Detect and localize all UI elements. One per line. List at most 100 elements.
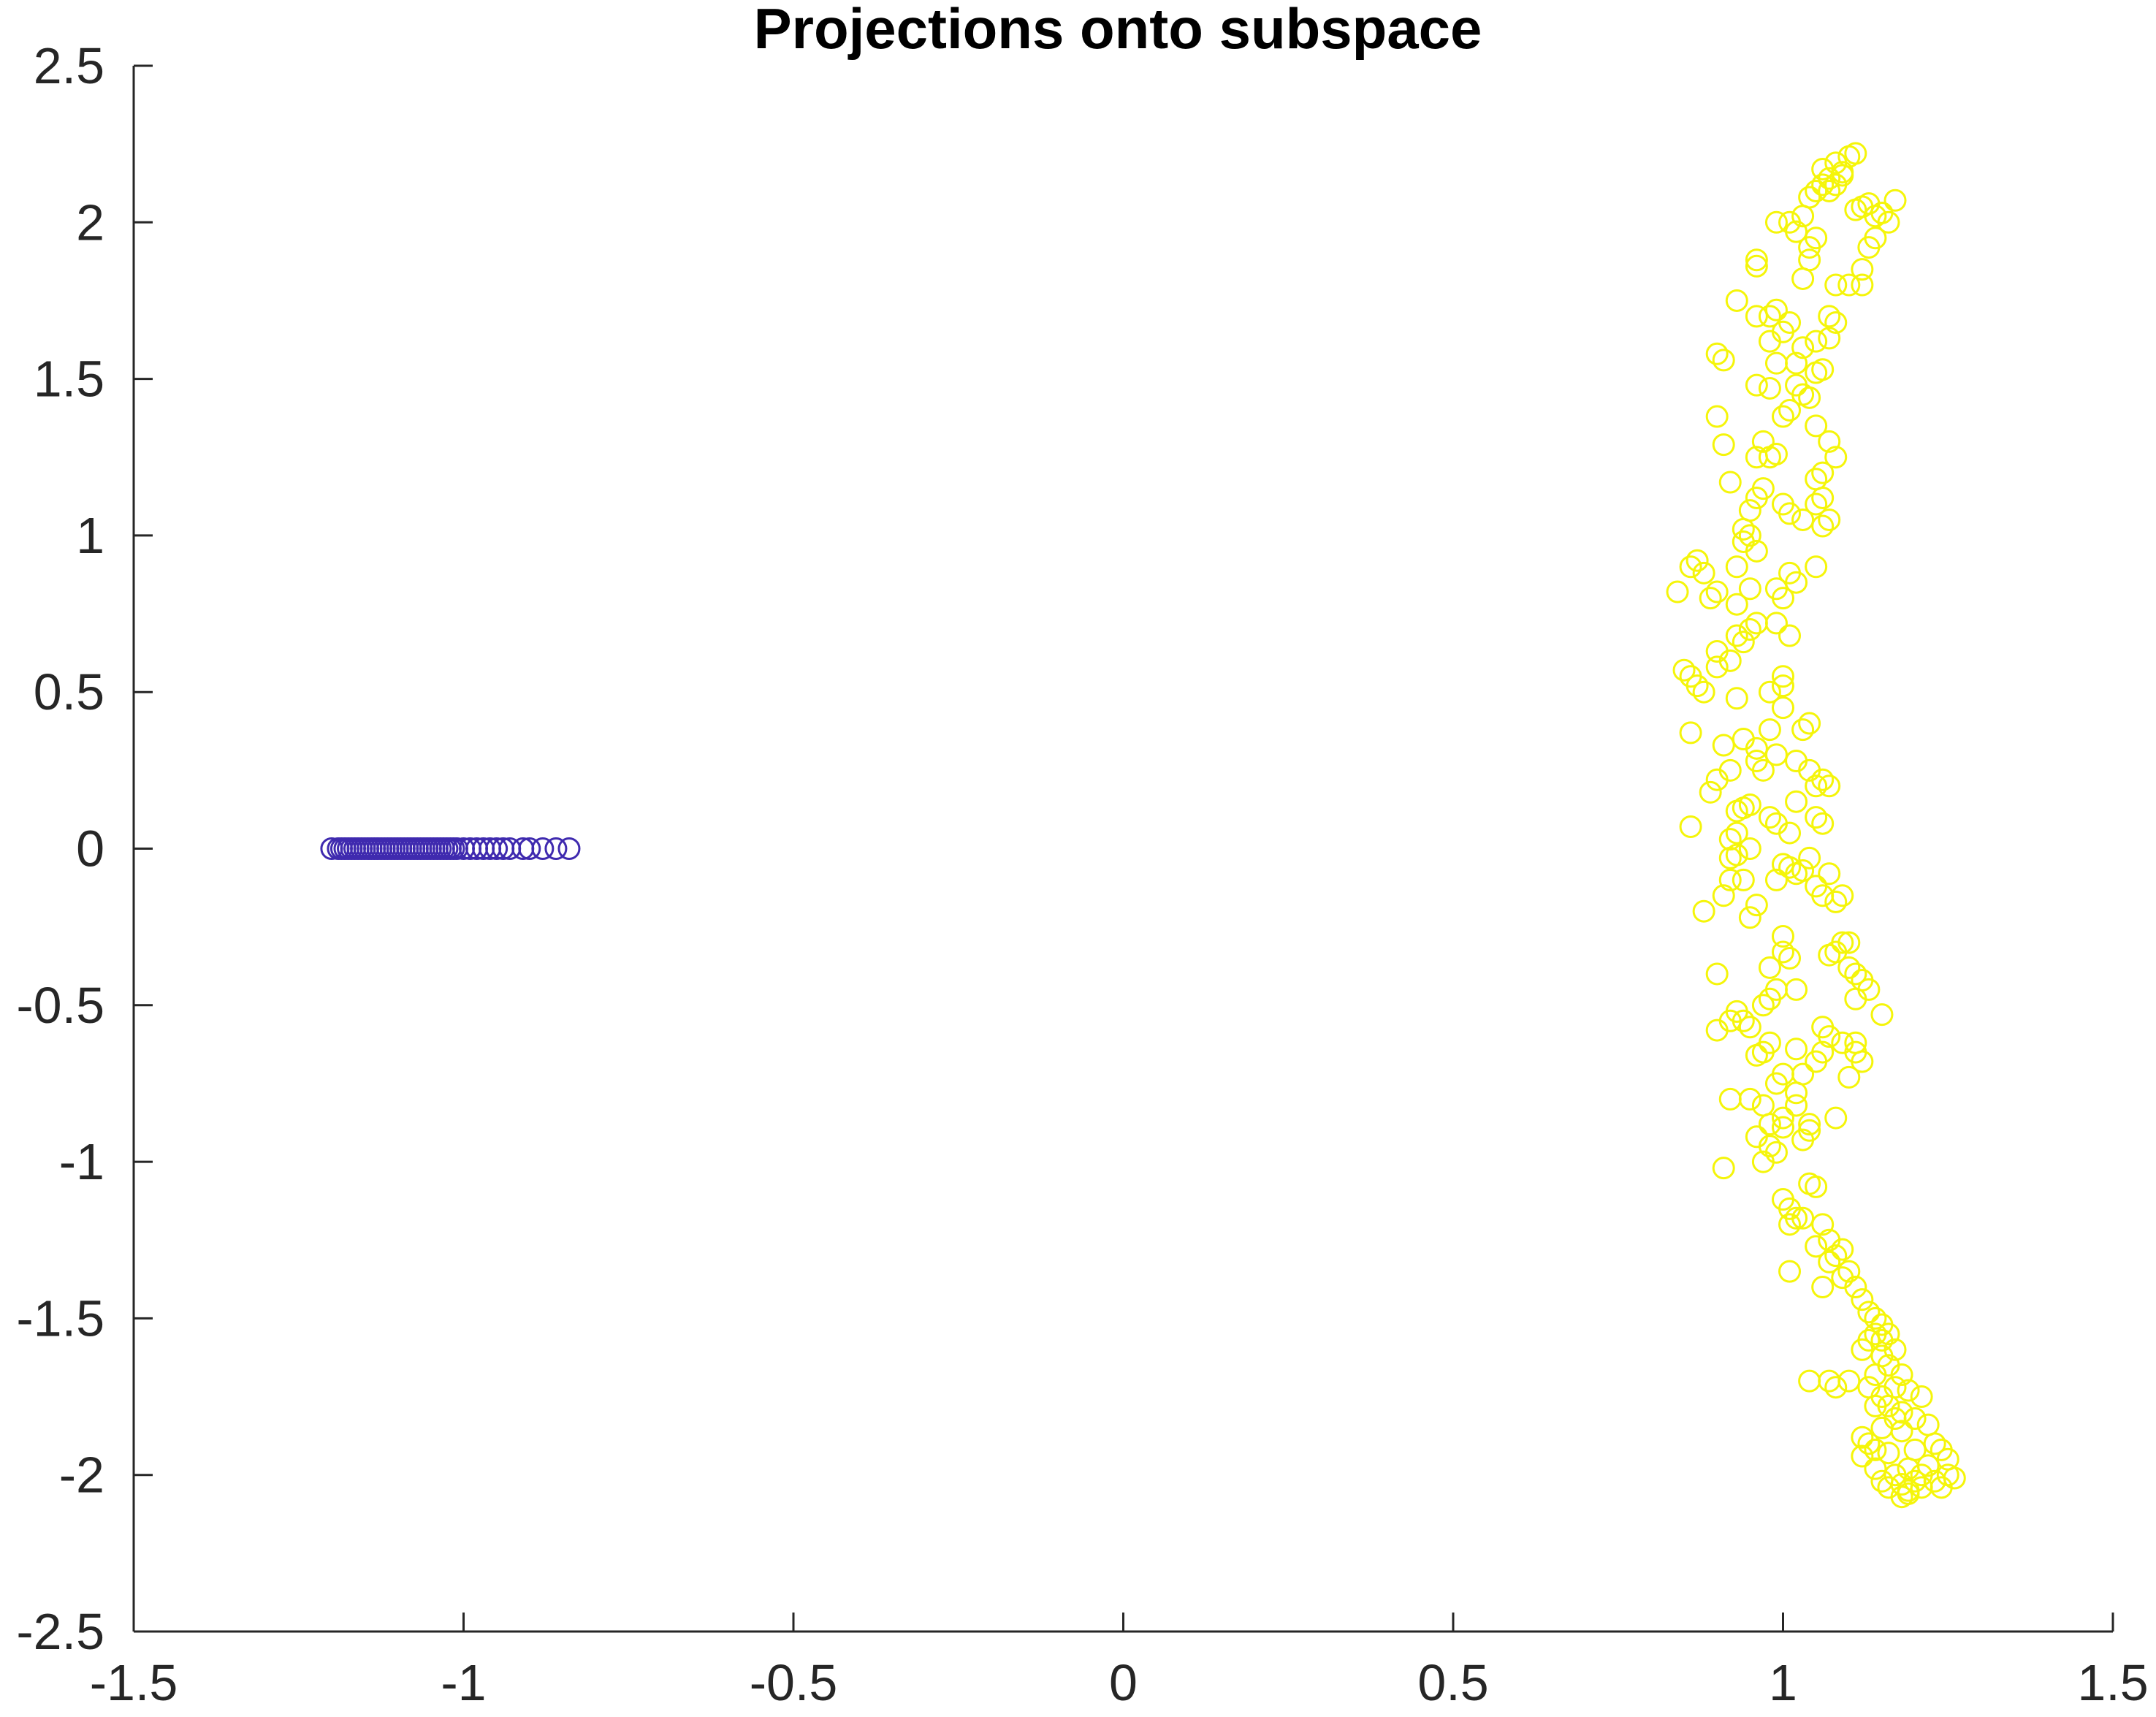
data-point — [1851, 273, 1874, 297]
data-point — [1738, 793, 1761, 816]
data-point — [1745, 612, 1768, 635]
data-point — [1805, 1235, 1828, 1258]
data-point — [1864, 1394, 1887, 1417]
data-point — [1844, 1276, 1867, 1299]
data-point — [1805, 414, 1828, 438]
data-point — [1791, 1206, 1815, 1230]
data-point — [1751, 1094, 1775, 1117]
data-point — [1864, 1457, 1887, 1480]
data-point — [1910, 1385, 1933, 1409]
data-point — [1930, 1476, 1953, 1499]
data-point — [1818, 1369, 1841, 1393]
data-point — [1778, 624, 1802, 647]
data-point — [1758, 1113, 1781, 1136]
data-point — [1818, 430, 1841, 453]
data-point — [1818, 943, 1841, 967]
data-point — [1890, 1420, 1913, 1443]
data-point — [1772, 587, 1794, 610]
data-point — [1805, 1050, 1828, 1073]
data-point — [1877, 1394, 1900, 1417]
data-point — [1831, 164, 1854, 187]
data-point — [1897, 1457, 1920, 1480]
data-point — [1732, 517, 1755, 541]
data-point — [1857, 1301, 1881, 1324]
data-point — [1738, 906, 1761, 929]
data-point — [1772, 674, 1794, 698]
data-point — [1718, 828, 1742, 851]
data-point — [1877, 1442, 1900, 1465]
data-point — [1811, 1213, 1835, 1236]
data-point — [1764, 442, 1788, 465]
data-point — [1851, 1288, 1874, 1311]
x-tick-label: -1 — [441, 1654, 486, 1711]
data-point — [1831, 884, 1854, 907]
data-point — [1725, 821, 1748, 845]
data-point — [1837, 956, 1861, 979]
x-tick-label: 1.5 — [2077, 1654, 2148, 1711]
data-point — [1897, 1379, 1920, 1402]
data-point — [531, 837, 555, 860]
y-tick-label: -2.5 — [16, 1603, 104, 1660]
data-point — [1791, 336, 1815, 359]
data-point — [1738, 524, 1761, 547]
data-point — [1805, 774, 1828, 798]
data-point — [1745, 248, 1768, 272]
data-point — [1851, 1338, 1874, 1361]
data-point — [1712, 1157, 1735, 1180]
data-point — [1725, 843, 1748, 867]
data-point — [1798, 186, 1821, 209]
data-point — [1785, 1094, 1808, 1117]
data-point — [1785, 571, 1808, 594]
data-point — [1864, 1363, 1887, 1387]
data-point — [1791, 205, 1815, 228]
data-point — [1877, 1322, 1900, 1346]
data-point — [1778, 1213, 1802, 1236]
data-point — [1705, 655, 1729, 679]
data-point — [1791, 383, 1815, 406]
y-tick-label: -1 — [59, 1133, 104, 1190]
data-point — [1818, 305, 1841, 328]
data-point — [1751, 1150, 1775, 1173]
data-point — [1738, 1087, 1761, 1111]
data-point — [1718, 649, 1742, 672]
axes: -1.5 -1 -0.5 0 0.5 1 1.5 2.5 2 1.5 1 0.5 0 -0.5 -1 -1.5… — [16, 37, 2148, 1711]
data-point — [1897, 1482, 1920, 1505]
data-point — [1811, 173, 1835, 197]
data-point — [1923, 1432, 1946, 1455]
data-point — [1785, 1206, 1808, 1230]
data-point — [1718, 1087, 1742, 1111]
data-point — [1692, 680, 1715, 704]
data-point — [1745, 305, 1768, 328]
data-point — [1837, 1369, 1861, 1393]
data-point — [1692, 561, 1715, 585]
data-point — [1699, 587, 1722, 610]
data-point — [1844, 198, 1867, 221]
data-point — [1785, 220, 1808, 243]
data-point — [1851, 1425, 1874, 1449]
data-point — [1864, 205, 1887, 228]
data-point — [1805, 555, 1828, 579]
x-tick-label: 1 — [1769, 1654, 1797, 1711]
data-point — [1798, 712, 1821, 735]
y-tick-label: 2 — [76, 194, 104, 251]
data-point — [1745, 539, 1768, 563]
x-tick-label: -1.5 — [90, 1654, 178, 1711]
series-0 — [320, 837, 581, 860]
data-point — [1851, 258, 1874, 281]
data-point — [1798, 846, 1821, 869]
data-point — [1837, 273, 1861, 297]
data-point — [1705, 405, 1729, 428]
data-point — [1738, 577, 1761, 601]
data-point — [1844, 987, 1867, 1010]
data-point — [1751, 758, 1775, 782]
data-point — [1758, 376, 1781, 400]
data-point — [1870, 1469, 1894, 1493]
data-point — [1844, 962, 1867, 986]
data-point — [1725, 593, 1748, 616]
data-point — [557, 837, 581, 860]
data-point — [1772, 696, 1794, 720]
data-point — [1818, 1250, 1841, 1274]
data-point — [1732, 868, 1755, 891]
data-point — [1725, 624, 1748, 647]
data-point — [1791, 1062, 1815, 1086]
